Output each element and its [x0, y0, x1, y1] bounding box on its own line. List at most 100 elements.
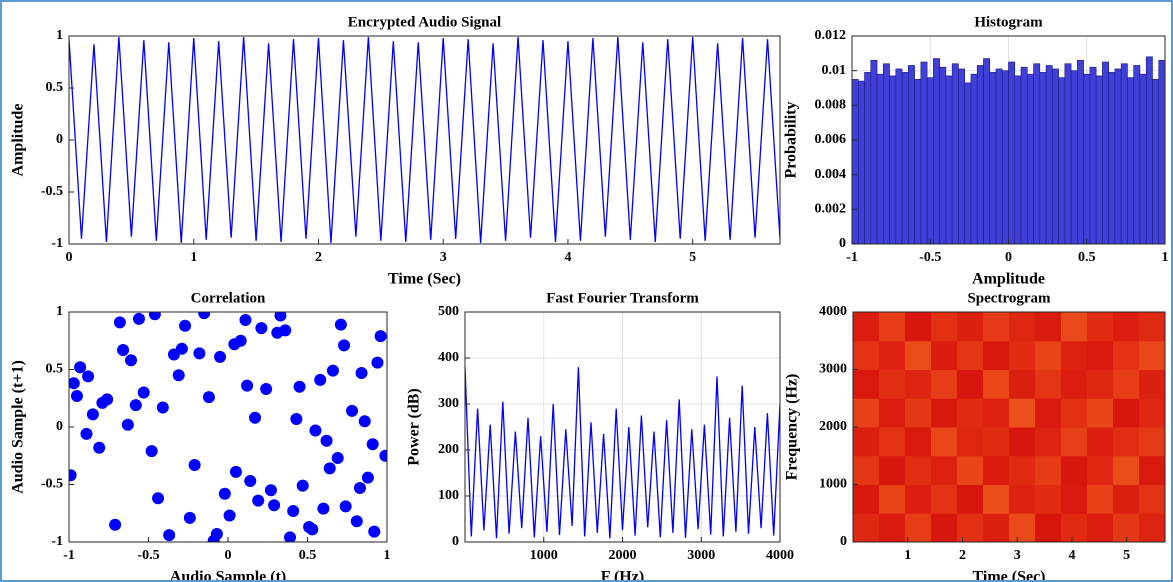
- x-tick-label: 1: [904, 548, 911, 563]
- scatter-point: [366, 438, 379, 451]
- scatter-point: [183, 511, 196, 524]
- histogram-bar: [1095, 75, 1103, 244]
- signal-line: [69, 36, 780, 244]
- spectrogram-cell: [1009, 427, 1036, 457]
- scatter-point: [113, 316, 126, 329]
- scatter-point: [163, 529, 176, 542]
- axes-frame: [68, 311, 388, 543]
- scatter-point: [70, 389, 83, 402]
- spectrogram-cell: [1139, 513, 1165, 542]
- spectrogram-cell: [905, 340, 932, 370]
- spectrogram-cell: [1061, 513, 1088, 542]
- spectrogram-cell: [879, 340, 906, 370]
- spectrogram-cell: [853, 484, 880, 514]
- y-tick-label: 500: [438, 304, 459, 319]
- spectrogram-cell: [957, 455, 984, 485]
- histogram-bar: [876, 73, 884, 244]
- histogram-bar: [882, 63, 890, 244]
- scatter-point: [260, 383, 273, 396]
- scatter-point: [339, 500, 352, 513]
- y-tick-label: -0.5: [41, 184, 63, 199]
- y-axis-label: Amplitude: [10, 104, 27, 177]
- spectrogram-cell: [905, 369, 932, 399]
- y-tick-label: 0.008: [815, 98, 847, 113]
- spectrogram-cell: [1087, 340, 1114, 370]
- scatter-point: [109, 518, 122, 531]
- scatter-point: [371, 356, 384, 369]
- spectrogram-cell: [1061, 427, 1088, 457]
- histogram-bar: [1120, 63, 1128, 244]
- spectrogram-cell: [1035, 369, 1062, 399]
- scatter-point: [148, 312, 161, 321]
- scatter-point: [326, 364, 339, 377]
- spectrogram-cell: [853, 312, 880, 342]
- spectrogram-cell: [1061, 340, 1088, 370]
- plot-marks: [69, 36, 780, 244]
- axes-frame: [852, 311, 1166, 543]
- scatter-point: [293, 380, 306, 393]
- spectrogram-cell: [905, 312, 932, 342]
- histogram-bar: [864, 72, 872, 244]
- spectrogram-cell: [879, 398, 906, 428]
- scatter-point: [323, 462, 336, 475]
- histogram-bar: [895, 68, 903, 244]
- spectrogram-cell: [931, 340, 958, 370]
- y-axis-label: Probability: [783, 101, 800, 178]
- histogram-bar: [964, 82, 972, 244]
- histogram-bar: [1045, 65, 1053, 244]
- histogram-bar: [1102, 61, 1109, 244]
- scatter-point: [198, 312, 211, 320]
- x-axis-label: Time (Sec): [388, 271, 461, 288]
- chart-title: Spectrogram: [967, 290, 1051, 306]
- histogram-bar: [1070, 70, 1078, 244]
- scatter-point: [249, 411, 262, 424]
- x-tick-label: 0.5: [299, 548, 317, 563]
- plot-marks: [69, 312, 387, 542]
- histogram-bar: [1158, 59, 1165, 244]
- x-tick-label: 5: [689, 250, 696, 265]
- scatter-point: [145, 445, 158, 458]
- scatter-point: [214, 350, 227, 363]
- scatter-point: [223, 509, 236, 522]
- scatter-point: [69, 377, 80, 390]
- spectrogram-cell: [879, 513, 906, 542]
- spectrogram-cell: [957, 484, 984, 514]
- spectrogram-cell: [853, 340, 880, 370]
- y-tick-label: 0.004: [815, 167, 847, 182]
- histogram-bar: [1152, 79, 1160, 244]
- scatter-point: [355, 366, 368, 379]
- x-tick-label: 1: [190, 250, 197, 265]
- scatter-point: [152, 492, 165, 505]
- scatter-point: [284, 531, 297, 542]
- scatter-point: [317, 502, 330, 515]
- histogram-bar: [1033, 63, 1041, 244]
- scatter-point: [374, 330, 387, 343]
- scatter-point: [156, 401, 169, 414]
- scatter-point: [82, 370, 95, 383]
- histogram-bar: [1020, 66, 1028, 244]
- y-axis-label: Frequency (Hz): [784, 374, 801, 481]
- histogram-bar: [1145, 56, 1153, 244]
- spectrogram-cell: [1139, 455, 1165, 485]
- axes-frame: [464, 311, 781, 543]
- spectrogram-cell: [1139, 398, 1165, 428]
- x-tick-label: 0: [225, 548, 232, 563]
- y-tick-label: -0.5: [41, 477, 63, 492]
- y-tick-label: 0.012: [815, 28, 847, 43]
- scatter-point: [125, 354, 138, 367]
- spectrogram-cell: [1139, 427, 1165, 457]
- scatter-point: [202, 391, 215, 404]
- scatter-point: [137, 386, 150, 399]
- histogram-bar: [1001, 70, 1009, 244]
- histogram-bar: [1108, 72, 1116, 244]
- y-tick-label: 0.006: [815, 132, 847, 147]
- y-tick-label: 4000: [819, 304, 847, 319]
- histogram-bar: [976, 65, 984, 244]
- scatter-point: [86, 408, 99, 421]
- spectrogram-cell: [1035, 513, 1062, 542]
- histogram-bar: [889, 75, 897, 244]
- spectrogram-cell: [983, 312, 1010, 342]
- spectrogram-cell: [1009, 513, 1036, 542]
- x-tick-label: 0.5: [1078, 250, 1096, 265]
- scatter-point: [96, 396, 109, 409]
